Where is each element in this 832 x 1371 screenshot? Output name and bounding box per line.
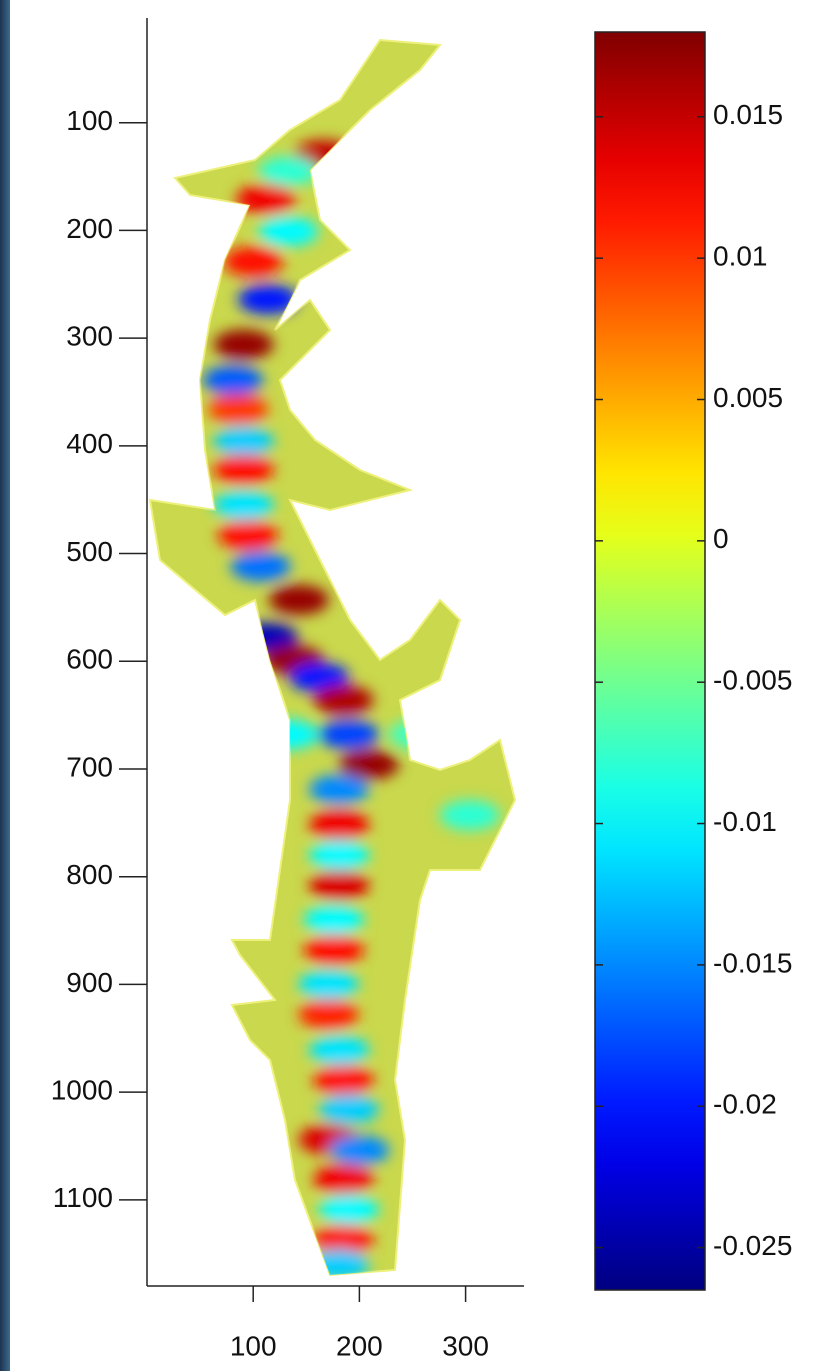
colorbar xyxy=(594,31,706,1291)
field-cell xyxy=(329,1135,390,1166)
field-cell xyxy=(309,870,370,901)
field-cell xyxy=(208,394,269,425)
colorbar-tick-label: -0.01 xyxy=(713,806,777,837)
field-cell xyxy=(230,551,291,582)
colorbar-tick-label: -0.005 xyxy=(713,665,792,696)
field-cell xyxy=(303,904,364,935)
field-cell xyxy=(318,719,379,750)
field-cell xyxy=(313,685,374,716)
y-tick-label: 600 xyxy=(66,644,113,675)
x-tick-label: 100 xyxy=(230,1330,277,1361)
field-cell xyxy=(213,454,274,485)
field-cell xyxy=(388,719,449,750)
x-tick-label: 300 xyxy=(442,1330,489,1361)
field-cell xyxy=(309,809,370,840)
field-cell xyxy=(258,156,319,187)
field-cell xyxy=(338,749,399,780)
field-cell xyxy=(303,934,364,965)
colorbar-tick-label: 0.015 xyxy=(713,99,783,130)
colorbar-tick-label: -0.015 xyxy=(713,947,792,978)
colorbar-tick-label: 0.005 xyxy=(713,382,783,413)
y-tick-label: 1100 xyxy=(53,1182,113,1213)
colorbar-tick-label: -0.025 xyxy=(713,1230,792,1261)
field-cell xyxy=(217,520,278,551)
y-tick-label: 800 xyxy=(66,859,113,890)
field-cell xyxy=(268,584,329,615)
y-tick-label: 300 xyxy=(66,321,113,352)
window-edge xyxy=(0,0,10,1371)
field-cell xyxy=(309,774,370,805)
field-cell xyxy=(298,969,359,1000)
field-cell xyxy=(309,840,370,871)
field xyxy=(203,140,500,1275)
field-cell xyxy=(313,1164,374,1195)
field-cell xyxy=(313,1224,374,1255)
field-cell xyxy=(235,184,296,215)
y-tick-label: 1000 xyxy=(51,1075,113,1106)
field-cell xyxy=(298,999,359,1030)
field-cell xyxy=(318,1094,379,1125)
y-tick-label: 700 xyxy=(66,751,113,782)
field-cell xyxy=(309,1035,370,1066)
y-tick-label: 400 xyxy=(66,428,113,459)
colorbar-tick-label: -0.02 xyxy=(713,1089,777,1120)
field-cell xyxy=(213,426,274,457)
field-cell xyxy=(439,800,500,831)
y-tick-label: 100 xyxy=(66,105,113,136)
axes: 100 200 300 400 500 600 700 800 900 1000 1100 100 20… xyxy=(51,18,792,1361)
field-cell xyxy=(203,365,264,396)
field-cell xyxy=(289,662,350,693)
colorbar-tick-label: 0 xyxy=(713,523,729,554)
field-cell xyxy=(213,490,274,521)
field-cell xyxy=(313,1065,374,1096)
field-cell xyxy=(258,216,319,247)
y-tick-label: 200 xyxy=(66,213,113,244)
y-tick-label: 500 xyxy=(66,536,113,567)
field-cell xyxy=(238,284,299,315)
x-tick-label: 200 xyxy=(336,1330,383,1361)
field-cell xyxy=(318,1194,379,1225)
field-cell xyxy=(223,246,284,277)
field-cell xyxy=(258,719,319,750)
field-cell xyxy=(213,329,274,360)
y-tick-label: 900 xyxy=(66,967,113,998)
colorbar-tick-label: 0.01 xyxy=(713,241,768,272)
